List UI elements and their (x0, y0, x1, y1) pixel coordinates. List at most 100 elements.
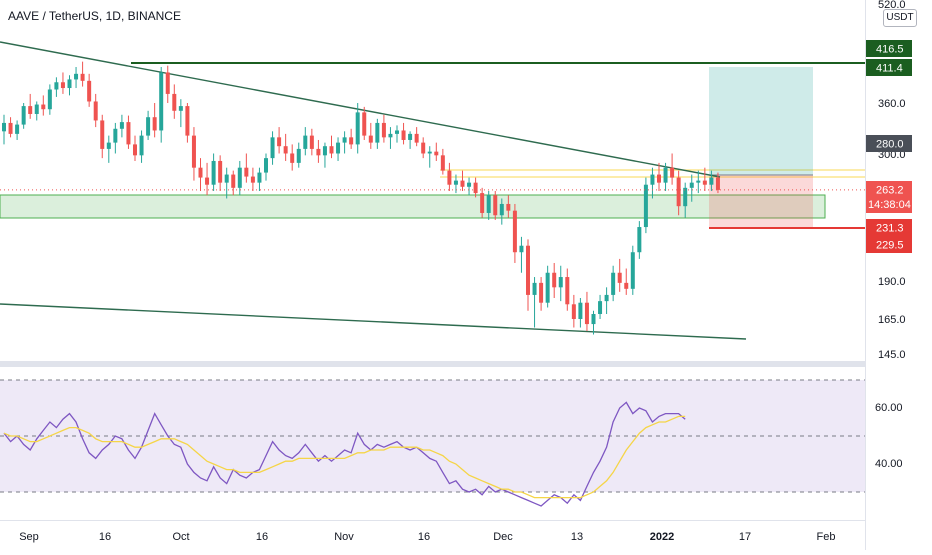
candle (185, 103, 190, 143)
candle (191, 127, 196, 181)
candle-body (93, 101, 98, 121)
candle (375, 118, 380, 149)
candle-body (512, 210, 517, 253)
price-tick-label: 360.0 (878, 98, 906, 110)
candle (545, 265, 550, 308)
currency-unit-button[interactable]: USDT (883, 9, 917, 27)
descending-trendline (0, 41, 721, 178)
candle-body (532, 282, 537, 295)
price-badge (866, 236, 912, 253)
candle (54, 77, 59, 97)
candle (139, 130, 144, 163)
candle (277, 127, 282, 154)
candle-body (159, 72, 164, 131)
position-target-zone (709, 67, 813, 175)
candle (244, 153, 249, 183)
candle (696, 170, 701, 194)
candle-body (414, 133, 419, 143)
time-tick-label: Nov (334, 531, 354, 543)
candle (526, 239, 530, 311)
candle-body (362, 112, 367, 136)
candle (453, 174, 458, 194)
candle (87, 73, 92, 107)
candle-body (113, 128, 118, 143)
candle-body (486, 195, 491, 213)
candle-body (709, 177, 714, 185)
channel-support-line (0, 303, 747, 340)
price-badge-label: 411.4 (876, 63, 903, 75)
candle-body (119, 122, 124, 129)
candle-body (696, 180, 701, 183)
candle-body (67, 79, 72, 89)
candle-body (604, 294, 609, 302)
candle (414, 127, 419, 147)
candle (591, 310, 596, 335)
candle (709, 170, 714, 191)
candle (329, 135, 334, 159)
candle (93, 93, 98, 128)
candle-body (591, 314, 596, 325)
candle (650, 167, 655, 199)
candle (74, 66, 79, 89)
rsi-tick-label: 60.00 (875, 402, 903, 414)
candle (637, 221, 642, 259)
candle (617, 258, 622, 292)
candle (47, 84, 52, 115)
candle (657, 162, 661, 191)
candle (715, 172, 720, 194)
candle-body (611, 272, 616, 295)
candle (296, 142, 301, 168)
candle-body (172, 93, 177, 111)
candle (224, 167, 229, 199)
candle (473, 177, 478, 198)
candle-body (427, 151, 432, 154)
candle-body (584, 302, 589, 325)
candle-body (237, 167, 242, 188)
candle (676, 170, 681, 216)
rsi-tick-label: 40.00 (875, 458, 903, 470)
candle-body (702, 180, 707, 185)
candle-body (447, 170, 452, 185)
candle (211, 153, 216, 191)
candle (571, 294, 576, 328)
candle-body (460, 180, 465, 187)
candle (467, 177, 472, 196)
candle (80, 61, 85, 87)
price-badge (866, 181, 912, 213)
candle (28, 93, 33, 119)
candle (427, 146, 432, 168)
candle (15, 120, 20, 140)
candle (512, 203, 517, 263)
candle (689, 174, 694, 202)
candle-body (185, 106, 190, 136)
candle (146, 110, 151, 140)
time-tick-label: Sep (19, 531, 39, 543)
candle (434, 142, 439, 161)
candle (283, 133, 288, 161)
candle-body (336, 142, 341, 154)
candle (152, 103, 157, 138)
candle-body (250, 176, 255, 183)
candle (480, 187, 485, 218)
candle-body (198, 167, 203, 178)
candle (322, 142, 327, 168)
candle-body (316, 148, 321, 156)
candle-body (539, 282, 544, 303)
candle-body (303, 135, 308, 149)
candle-body (270, 137, 275, 159)
support-zone (0, 194, 826, 219)
candle (336, 137, 341, 161)
candle (539, 277, 544, 311)
candle-body (322, 146, 327, 156)
candle-body (8, 122, 13, 134)
candle (499, 198, 504, 225)
candle-body (395, 130, 399, 134)
candle (231, 170, 236, 196)
candle-body (133, 144, 137, 156)
candle (8, 117, 13, 138)
price-badge (866, 219, 912, 236)
candle-body (146, 117, 151, 136)
candle-body (277, 137, 282, 147)
